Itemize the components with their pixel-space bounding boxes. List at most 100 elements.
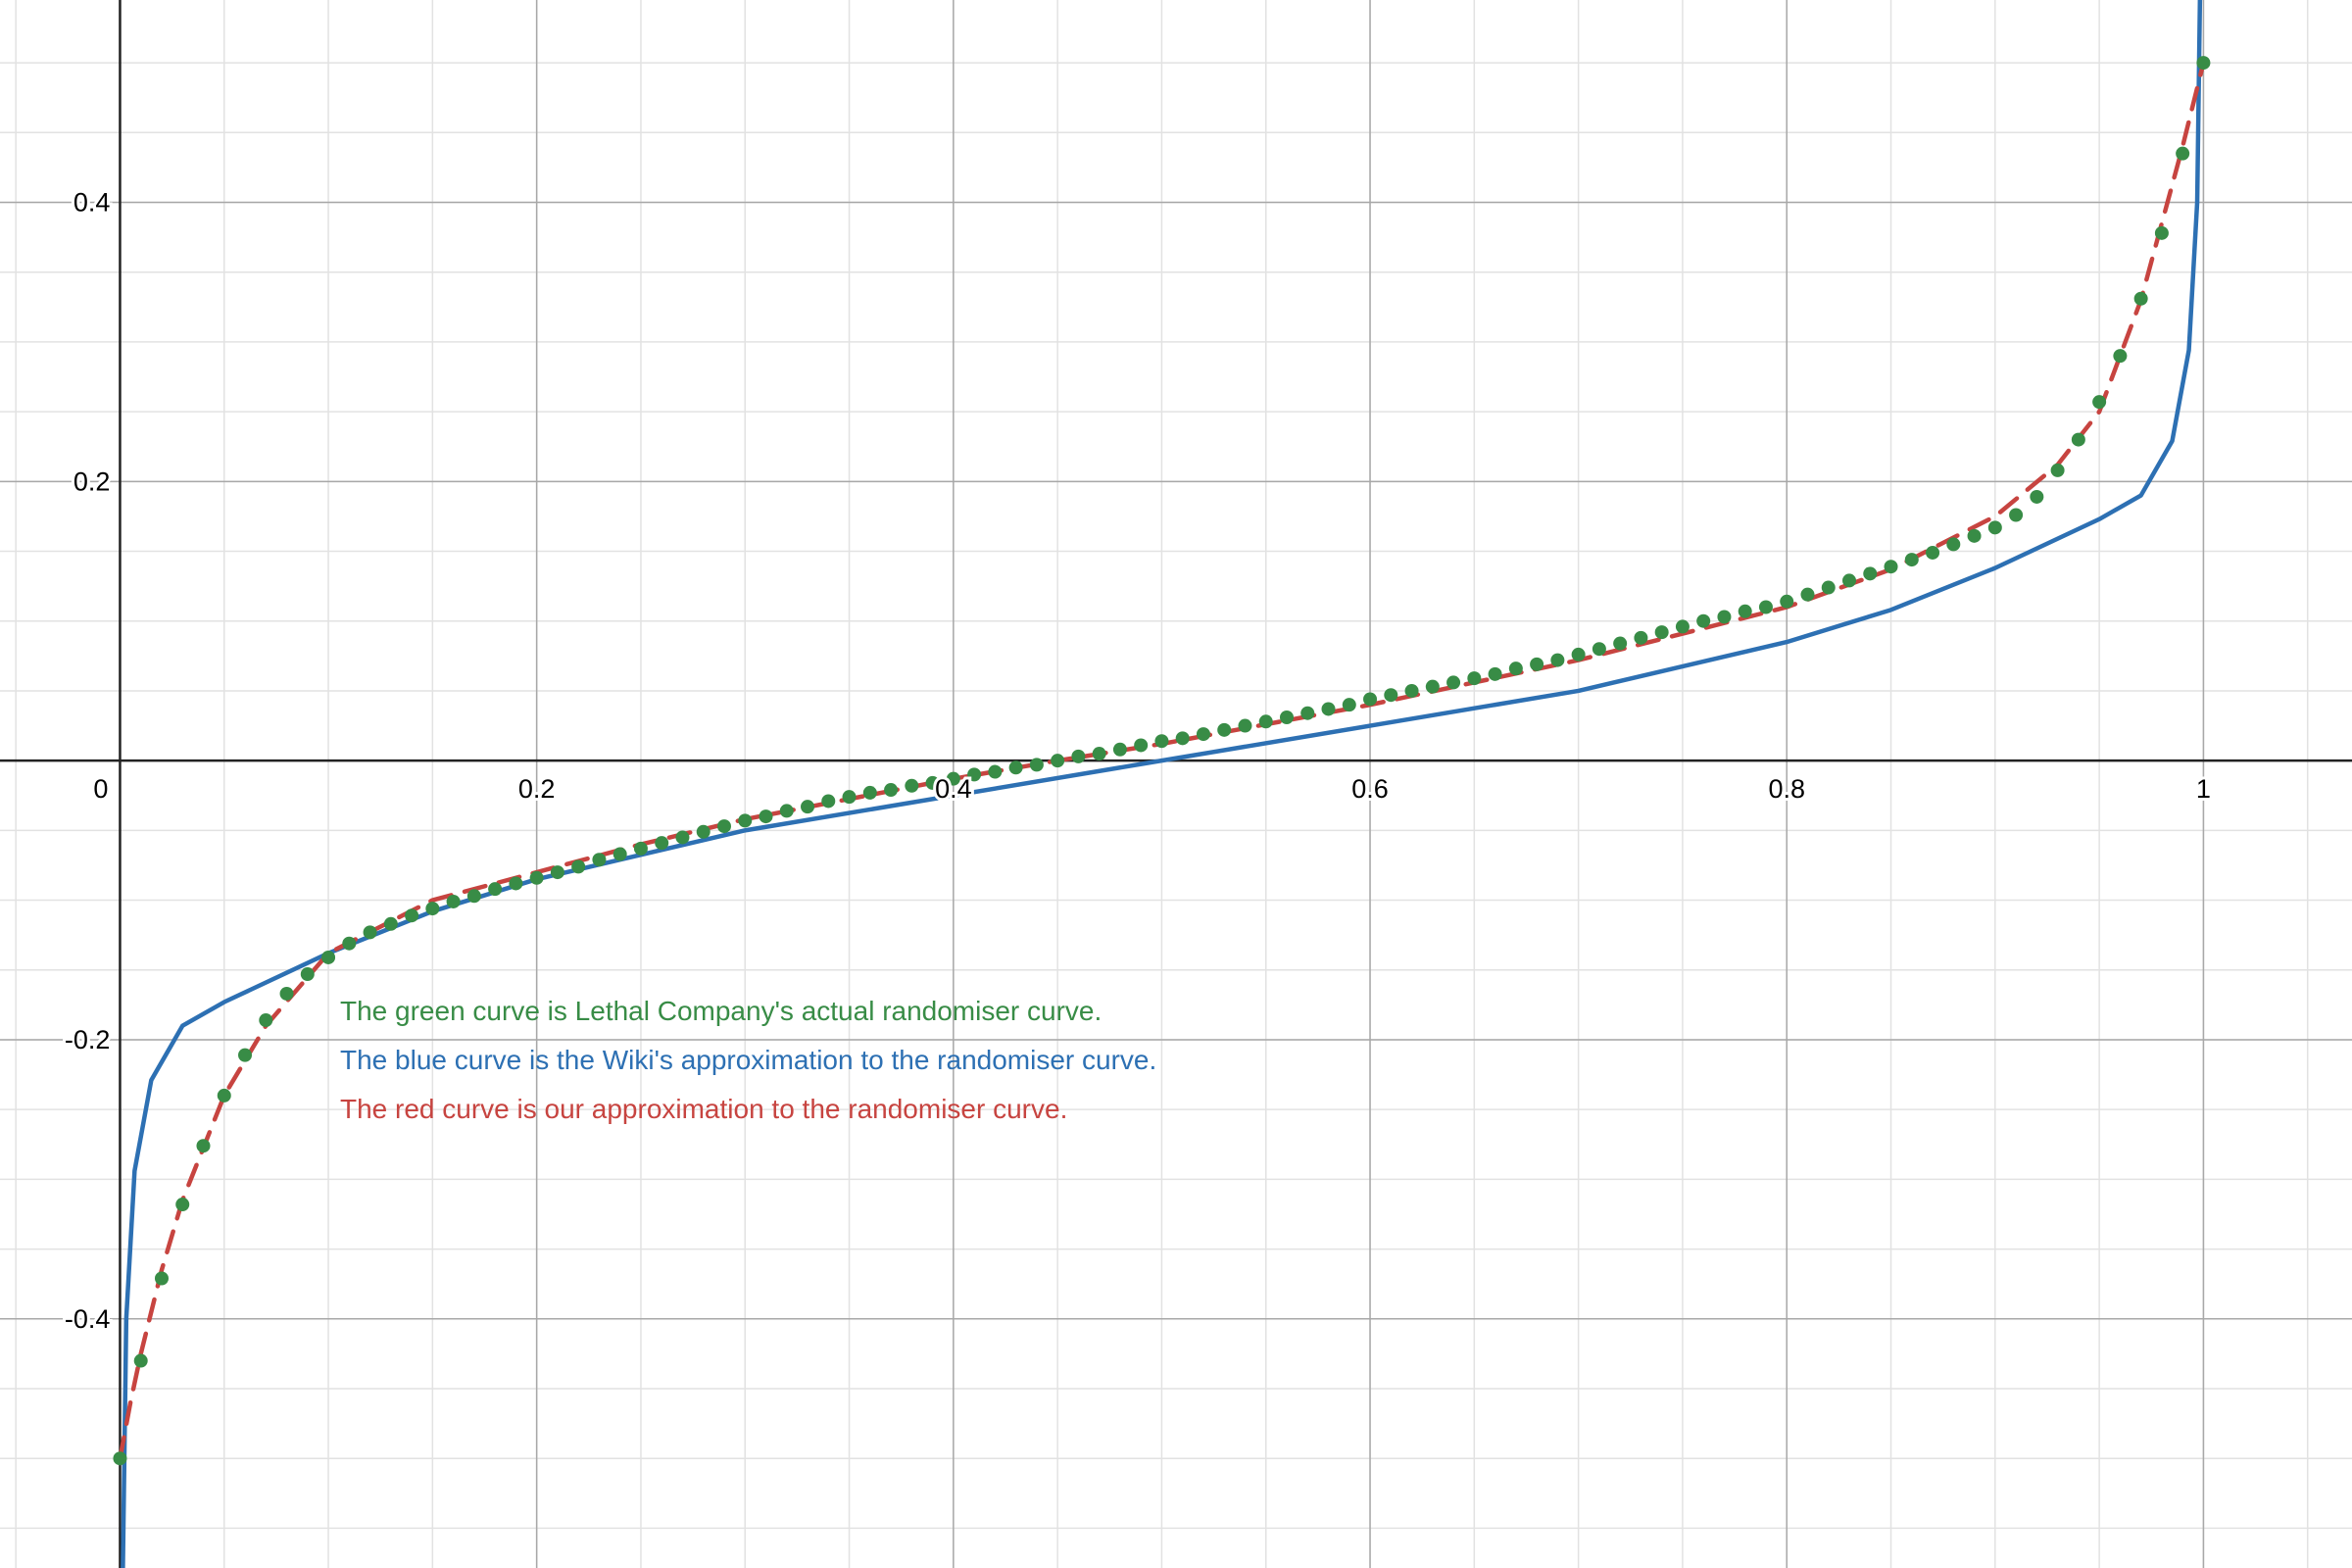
x-tick-label: 0.4 [935,774,972,804]
data-point [2030,489,2044,504]
data-point [946,771,960,786]
curve [121,0,2203,1568]
data-point [905,778,919,793]
data-point [154,1271,169,1286]
data-point [1842,573,1857,588]
data-point [1196,727,1210,742]
data-point [2009,508,2024,522]
labels: 0 0.2 0.4 0.6 0.8 1 -0.4 -0.2 0.2 0.4 The green cu… [62,184,2214,1336]
data-point [1696,613,1711,628]
data-point [425,902,440,916]
data-point [759,809,773,824]
data-point [1863,566,1878,581]
data-point [1404,683,1419,698]
data-point [716,819,731,834]
x-tick-label: 1 [2196,774,2211,804]
x-tick-label: 0.2 [518,774,556,804]
data-point [612,847,627,861]
data-point [1758,600,1773,614]
data-point [675,830,690,845]
data-point [821,794,836,808]
data-point [1675,619,1690,634]
data-point [363,925,377,940]
annotation: The blue curve is the Wiki's approximati… [340,1045,1156,1075]
data-point [2154,225,2169,240]
data-point [196,1139,211,1153]
data-point [1112,742,1127,757]
data-point [1175,731,1190,746]
data-point [1967,528,1982,543]
data-point [779,804,794,818]
data-point [1342,698,1356,712]
data-point [571,859,586,874]
annotation: The red curve is our approximation to th… [340,1094,1067,1124]
data-point [1550,653,1565,667]
data-point [633,841,648,856]
data-point [2176,146,2190,161]
data-point [217,1088,231,1102]
data-point [446,894,461,908]
data-point [738,813,753,828]
data-point [1217,722,1232,737]
data-point [133,1353,148,1368]
data-point [1300,706,1315,720]
data-point [592,853,607,867]
data-point [1154,734,1169,749]
data-point [2092,395,2107,410]
data-point [967,767,982,782]
data-point [1446,675,1461,690]
data-point [1279,710,1294,724]
data-point [113,1451,127,1466]
data-point [1467,671,1482,686]
data-point [862,785,877,800]
data-point [1717,610,1732,624]
y-tick-label: 0.4 [74,187,111,217]
data-point [175,1198,190,1212]
data-point [655,836,669,851]
data-point [1800,587,1815,602]
data-point [1821,580,1836,595]
data-point [1321,702,1336,716]
data-point [696,824,710,839]
data-point [2113,349,2128,364]
data-point [2196,56,2211,71]
data-point [1634,630,1648,645]
data-point [801,800,815,814]
curve [118,60,2206,1461]
y-tick-label: -0.2 [65,1025,111,1054]
data-point [1571,647,1586,662]
data-point [529,870,544,885]
data-point [1926,545,1940,560]
x-tick-label: 0 [93,774,108,804]
data-point [405,908,419,923]
data-point [1425,679,1440,694]
x-tick-label: 0.8 [1768,774,1805,804]
data-point [1530,657,1544,671]
data-point [1363,692,1378,707]
data-point [1238,718,1252,733]
plot-area [113,0,2211,1568]
data-point [2050,463,2065,477]
data-point [1029,758,1044,772]
data-point [1488,666,1502,681]
data-point [1780,594,1794,609]
data-point [259,1013,273,1028]
data-point [988,764,1003,779]
data-point [925,775,940,790]
data-point [279,986,294,1001]
data-point [1592,642,1606,657]
data-point [1884,560,1898,574]
annotation: The green curve is Lethal Company's actu… [340,996,1102,1026]
data-point [509,876,523,891]
data-point [238,1048,253,1062]
data-point [1508,662,1523,676]
data-point [383,916,398,931]
data-point [1384,688,1398,703]
data-point [1904,553,1919,567]
data-point [1738,604,1752,618]
data-point [842,790,857,805]
data-point [1654,625,1669,640]
data-point [1051,754,1065,768]
